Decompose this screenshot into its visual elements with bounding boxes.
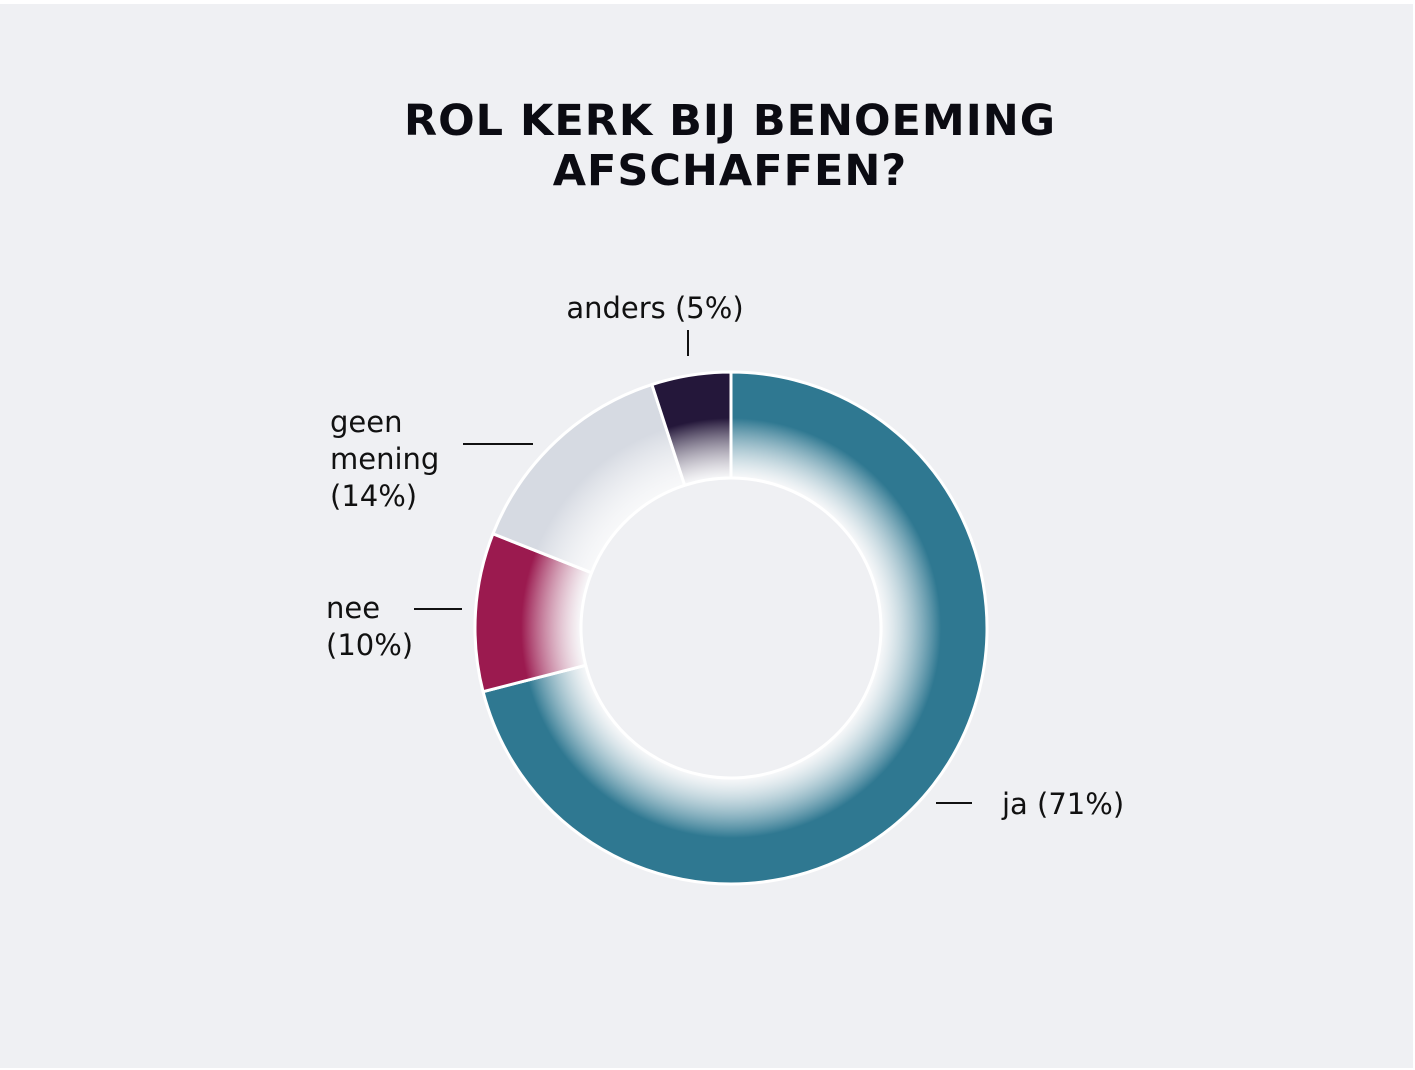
- slice-label-anders: anders (5%): [566, 291, 743, 325]
- slice-label-nee: nee (10%): [326, 591, 413, 662]
- slice-geen-mening: [491, 383, 687, 575]
- slice-label-geen-mening: geen mening (14%): [330, 405, 439, 513]
- chart-canvas: ROL KERK BIJ BENOEMING AFSCHAFFEN? ja (7…: [0, 4, 1413, 1068]
- slice-label-ja: ja (71%): [1001, 787, 1124, 821]
- chart-title-line-2: AFSCHAFFEN?: [552, 146, 908, 196]
- slice-anders: [650, 370, 733, 487]
- donut-chart: ja (71%) nee (10%) geen mening (14%) anders (5…: [326, 291, 1124, 886]
- slice-ja: [481, 370, 989, 886]
- chart-title-line-1: ROL KERK BIJ BENOEMING: [403, 96, 1056, 146]
